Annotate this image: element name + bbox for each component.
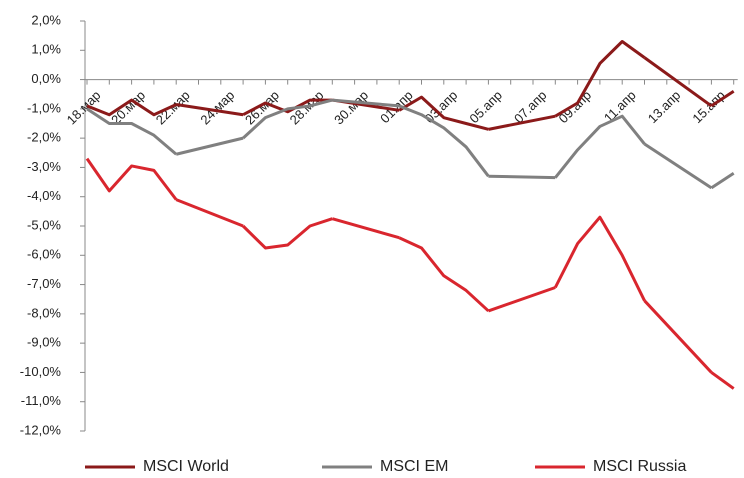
x-tick-label: 18.мар — [64, 88, 104, 128]
series-line — [85, 157, 178, 201]
series-line — [86, 98, 177, 117]
gap-bridge — [332, 98, 400, 108]
y-tick-label: -12,0% — [20, 422, 62, 437]
y-tick-label: 2,0% — [31, 12, 61, 27]
y-tick-label: -1,0% — [27, 100, 61, 115]
x-tick-label: 09.апр — [556, 88, 595, 127]
legend-label: MSCI Russia — [593, 458, 686, 475]
y-tick-label: -6,0% — [27, 247, 61, 262]
series-line — [398, 95, 489, 131]
gap-bridge — [643, 299, 713, 374]
gap-bridge — [175, 198, 244, 228]
series-line — [710, 90, 735, 108]
y-tick-label: -8,0% — [27, 305, 61, 320]
x-tick-label: 11.апр — [601, 88, 639, 126]
gap-bridge — [331, 217, 400, 240]
y-tick-label: -4,0% — [27, 188, 61, 203]
y-tick-label: 0,0% — [31, 71, 61, 86]
y-tick-label: -9,0% — [27, 335, 61, 350]
series-line — [710, 172, 735, 190]
series-line — [242, 217, 333, 250]
legend-label: MSCI EM — [380, 458, 448, 475]
series-line — [242, 98, 333, 140]
y-tick-label: -7,0% — [27, 276, 61, 291]
series-line — [710, 371, 735, 390]
x-tick-label: 30.мар — [331, 88, 371, 128]
legend-label: MSCI World — [143, 458, 229, 475]
series-line — [553, 215, 646, 302]
gap-bridge — [175, 136, 244, 156]
series-line — [554, 40, 646, 118]
gap-bridge — [643, 142, 713, 190]
gap-bridge — [488, 114, 556, 131]
gap-bridge — [487, 286, 556, 313]
gap-bridge — [488, 174, 556, 180]
y-tick-label: -5,0% — [27, 217, 61, 232]
x-tick-label: 05.апр — [466, 88, 505, 127]
y-tick-label: -10,0% — [20, 364, 62, 379]
y-tick-label: 1,0% — [31, 42, 61, 57]
gap-bridge — [643, 56, 713, 108]
series-line — [554, 114, 646, 179]
y-tick-label: -3,0% — [27, 159, 61, 174]
y-tick-label: -2,0% — [27, 130, 61, 145]
x-tick-label: 13.апр — [645, 88, 684, 127]
gap-bridge — [175, 102, 244, 117]
series-line — [398, 236, 490, 313]
series-line — [242, 98, 333, 117]
series-line — [86, 107, 178, 156]
y-tick-label: -11,0% — [21, 393, 62, 408]
series-line — [398, 104, 490, 178]
